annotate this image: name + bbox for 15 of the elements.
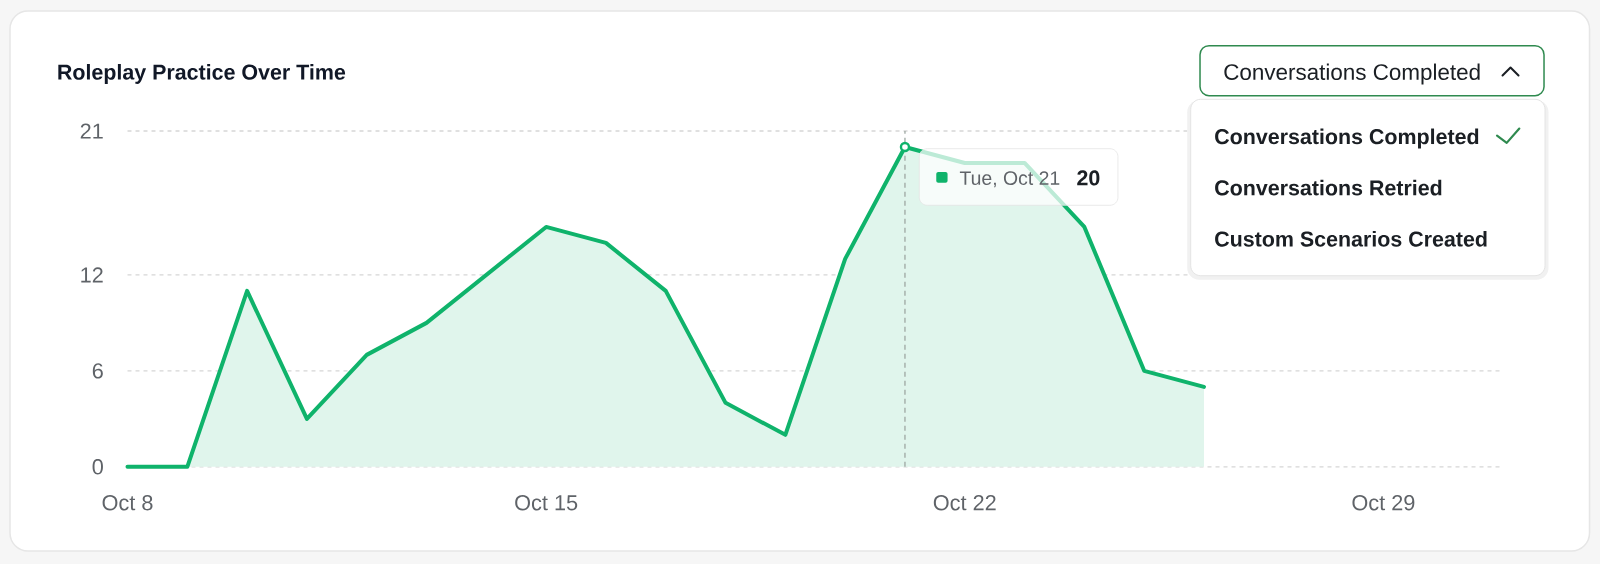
- annotation: Conversations Retried: [1215, 179, 1442, 196]
- annotation: Conversations Completed: [1215, 128, 1479, 149]
- annotation: Tue, Oct 21: [959, 171, 1060, 188]
- x-tick-label: Oct 15: [515, 495, 578, 511]
- x-tick-label: Oct 22: [933, 495, 996, 511]
- chart-title: Roleplay Practice Over Time: [58, 63, 346, 84]
- x-tick-label: Oct 29: [1352, 495, 1415, 511]
- annotation: 20: [1077, 170, 1100, 186]
- y-tick-label: 0: [92, 459, 103, 475]
- y-tick-label: 21: [80, 123, 103, 139]
- y-tick-label: 6: [92, 363, 103, 379]
- text: Conversations Completed: [1224, 63, 1480, 85]
- annotation: Custom Scenarios Created: [1215, 230, 1487, 247]
- y-tick-label: 12: [81, 267, 103, 283]
- x-tick-label: Oct 8: [102, 495, 153, 511]
